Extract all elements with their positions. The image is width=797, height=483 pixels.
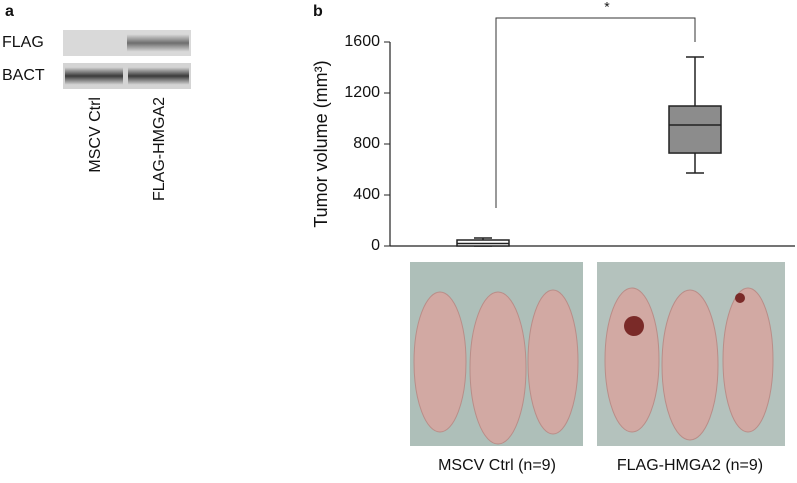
category-label: FLAG-HMGA2 (n=9) bbox=[617, 457, 763, 474]
box bbox=[668, 105, 722, 154]
significance-bracket bbox=[495, 17, 696, 208]
western-blot bbox=[63, 30, 191, 89]
blot-row-label: FLAG bbox=[2, 34, 44, 51]
panel-label: a bbox=[5, 3, 14, 20]
photos bbox=[410, 262, 785, 446]
panel-label: b bbox=[313, 3, 323, 20]
y-tick-label: 1600 bbox=[344, 33, 380, 50]
significance-mark: * bbox=[604, 0, 610, 15]
category-label: MSCV Ctrl (n=9) bbox=[438, 457, 556, 474]
lane-label: MSCV Ctrl bbox=[87, 97, 104, 173]
y-tick-label: 800 bbox=[353, 135, 380, 152]
y-tick-label: 0 bbox=[371, 237, 380, 254]
y-axis-label: Tumor volume (mm³) bbox=[311, 60, 331, 227]
y-tick-label: 400 bbox=[353, 186, 380, 203]
blot-row-label: BACT bbox=[2, 67, 45, 84]
lane-label: FLAG-HMGA2 bbox=[151, 97, 168, 201]
y-tick-label: 1200 bbox=[344, 84, 380, 101]
